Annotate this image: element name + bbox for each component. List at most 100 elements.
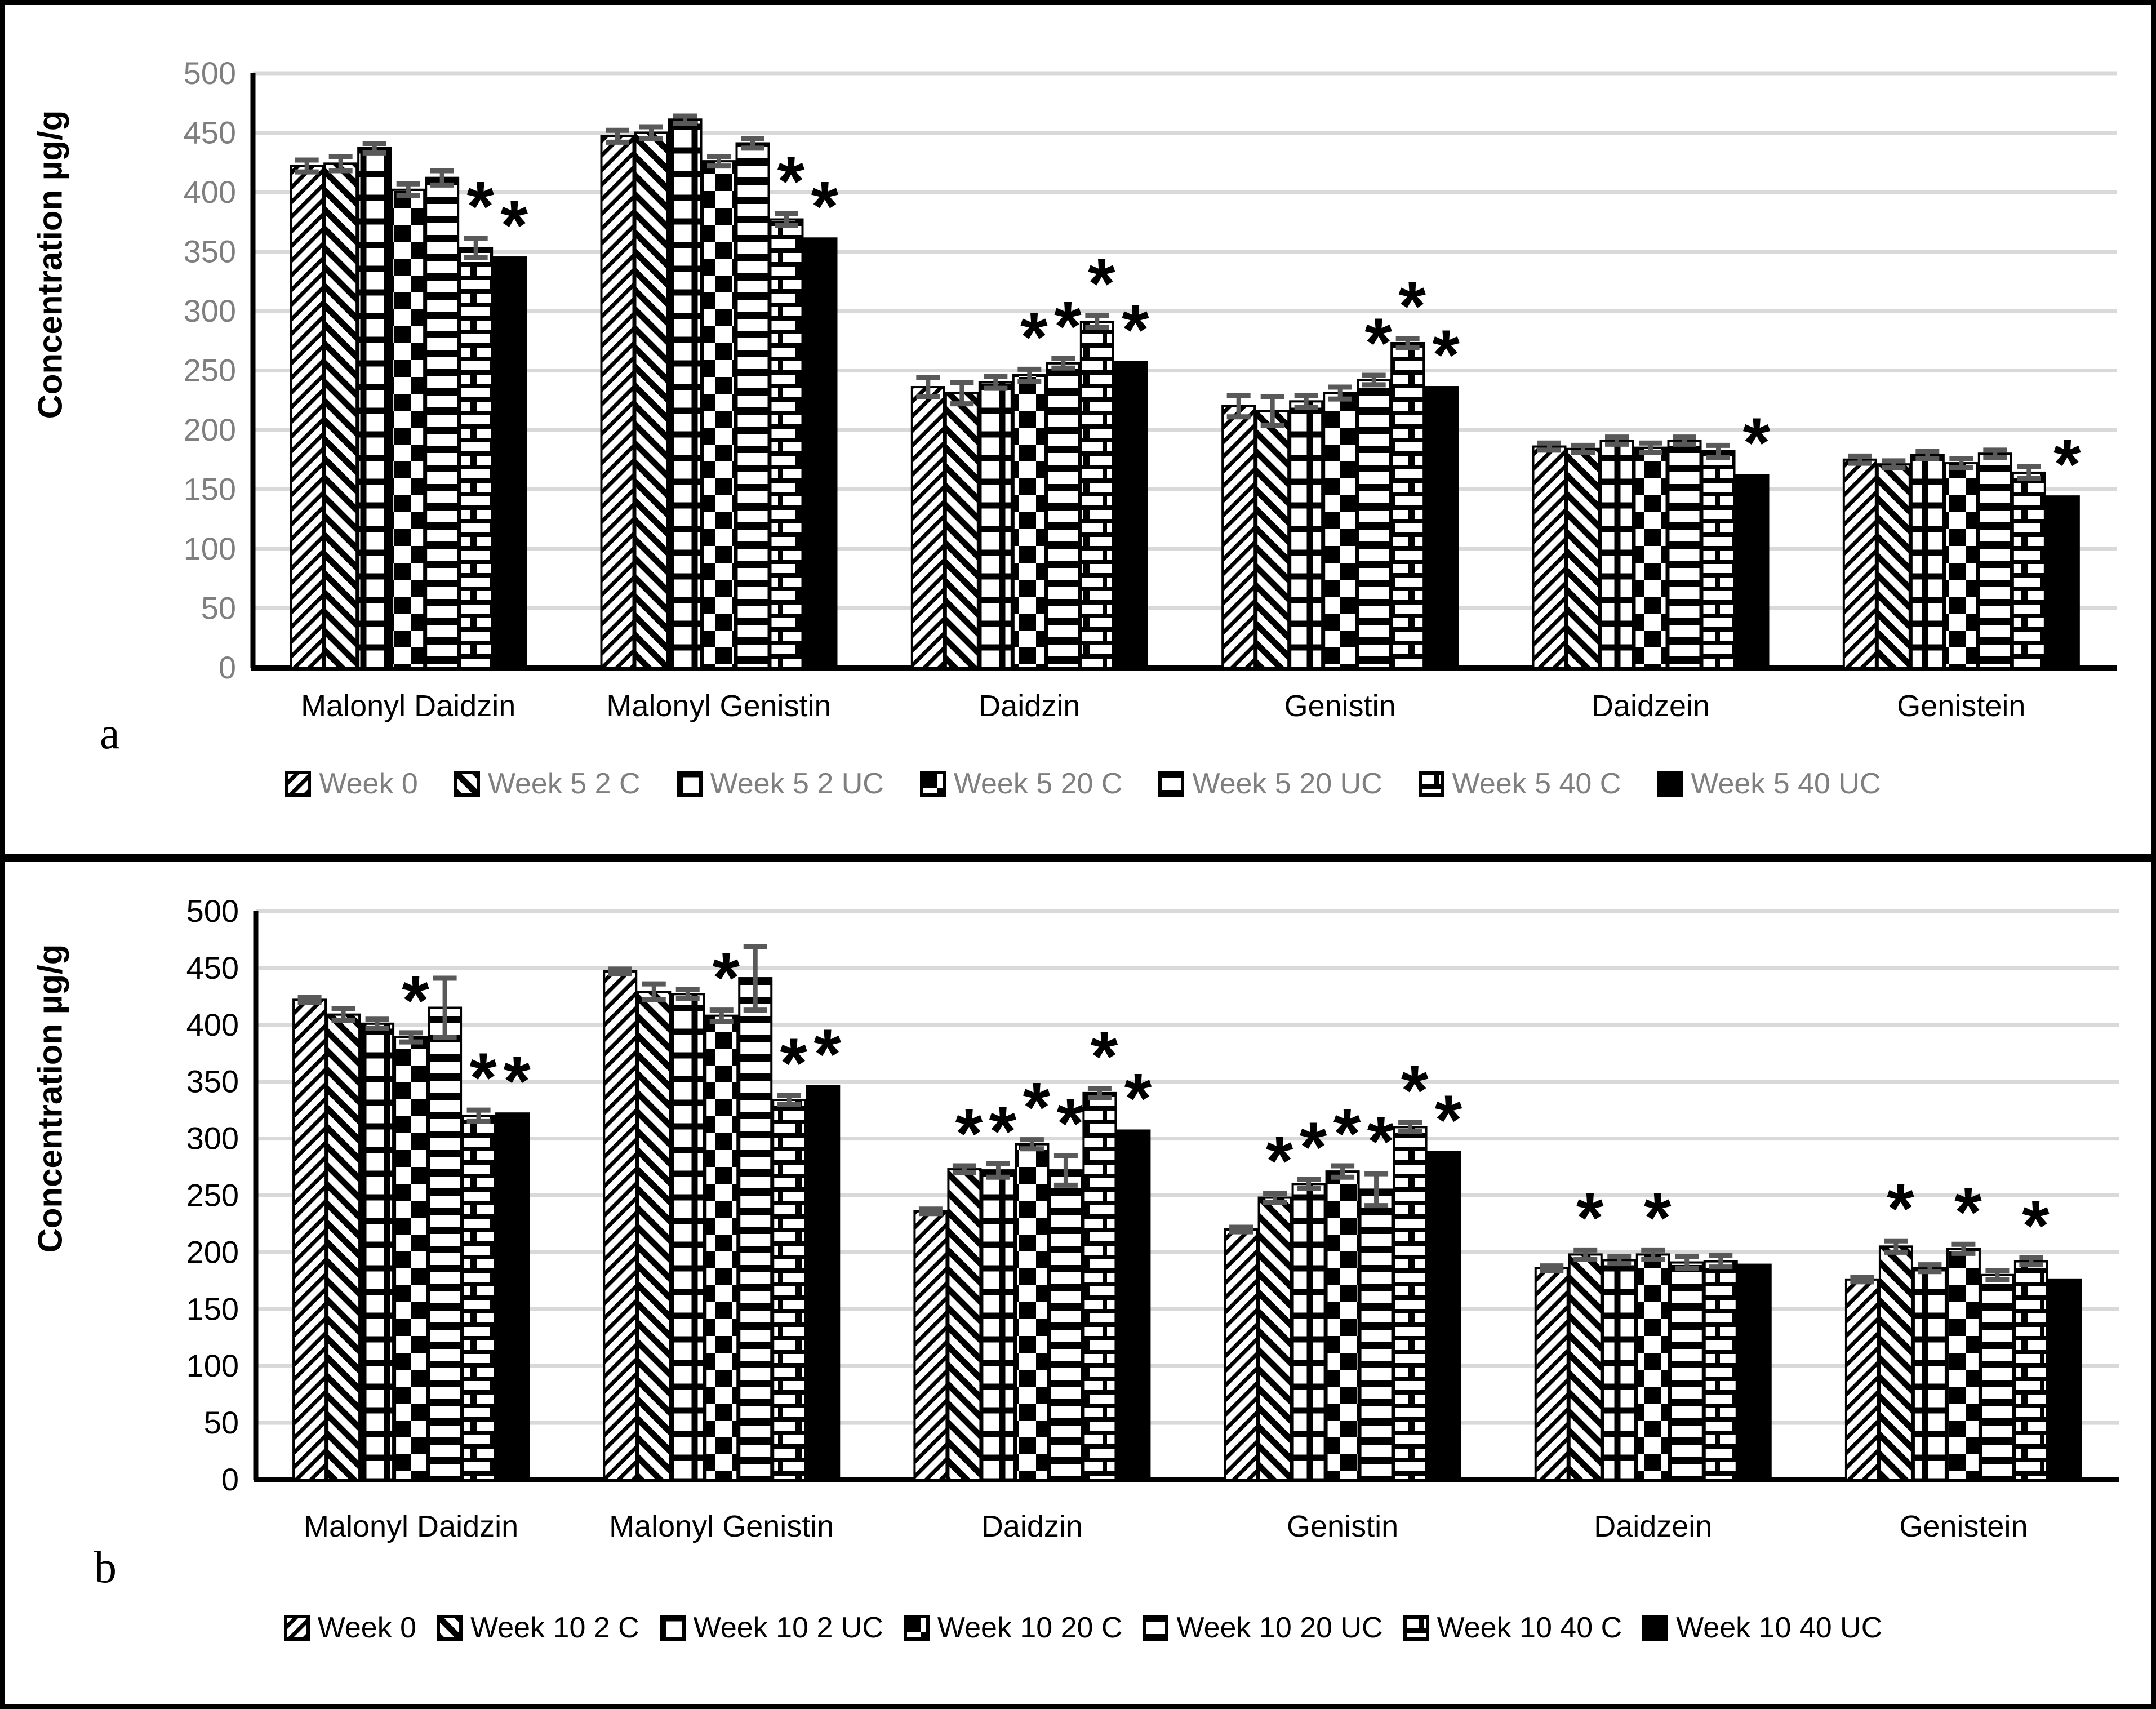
bar (1325, 1170, 1360, 1481)
significance-asterisk: * (1054, 287, 1082, 366)
bar (1424, 386, 1459, 669)
legend-label: Week 5 20 C (953, 767, 1123, 800)
bar (1844, 1278, 1879, 1481)
bar (1532, 445, 1567, 669)
x-category-label: Malonyl Genistin (606, 689, 831, 723)
significance-asterisk: * (1401, 1051, 1429, 1130)
y-tick-label: 450 (186, 950, 239, 986)
legend-item: Week 10 40 C (1403, 1611, 1622, 1645)
significance-asterisk: * (1644, 1179, 1672, 1257)
legend-swatch-icon (1143, 1615, 1169, 1641)
panel-b-legend: Week 0 Week 10 2 C Week 10 2 UC Week 10 20 … (5, 1611, 2151, 1645)
significance-asterisk: * (1333, 1095, 1361, 1173)
bar (803, 237, 838, 669)
legend-label: Week 5 40 C (1452, 767, 1621, 800)
legend-item: Week 0 (285, 767, 418, 801)
x-category-label: Daidzin (979, 689, 1080, 723)
legend-item: Week 10 20 UC (1143, 1611, 1383, 1645)
bar (461, 1115, 496, 1481)
bar (603, 970, 638, 1481)
legend-swatch-icon (1642, 1615, 1669, 1641)
y-tick-label: 150 (184, 472, 236, 507)
bar (600, 135, 635, 669)
legend-item: Week 0 (283, 1611, 417, 1645)
y-tick-label: 0 (221, 1462, 239, 1497)
legend-label: Week 10 40 UC (1676, 1612, 1883, 1644)
legend-swatch-icon (919, 771, 946, 797)
x-category-label: Malonyl Genistin (609, 1510, 834, 1543)
legend-label: Week 10 20 C (937, 1612, 1123, 1644)
panel-divider (5, 854, 2151, 862)
bar (492, 256, 527, 669)
significance-asterisk: * (1091, 1018, 1118, 1096)
bar (1357, 379, 1392, 669)
bar (1568, 1253, 1603, 1481)
legend-label: Week 10 40 C (1437, 1612, 1622, 1644)
significance-asterisk: * (2053, 425, 2081, 504)
bar (1426, 1151, 1461, 1481)
significance-asterisk: * (500, 187, 528, 265)
bar (772, 1098, 807, 1481)
legend-item: Week 5 2 C (454, 767, 641, 801)
bar (944, 392, 979, 669)
legend-swatch-icon (1657, 771, 1683, 797)
legend-swatch-icon (659, 1615, 686, 1641)
bar (981, 1169, 1016, 1481)
x-category-label: Malonyl Daidzin (304, 1510, 518, 1543)
bar (668, 118, 703, 669)
significance-asterisk: * (813, 1015, 841, 1094)
legend-label: Week 5 2 C (487, 767, 641, 800)
legend-item: Week 5 20 C (919, 767, 1123, 801)
y-tick-label: 100 (186, 1348, 239, 1383)
legend-swatch-icon (283, 1615, 310, 1641)
y-tick-label: 450 (184, 115, 236, 150)
bar (1291, 1183, 1326, 1481)
significance-asterisk: * (1088, 245, 1115, 323)
significance-asterisk: * (1432, 316, 1460, 394)
legend-swatch-icon (1418, 771, 1444, 797)
bar (1113, 361, 1148, 669)
y-tick-label: 300 (186, 1121, 239, 1156)
bar (1566, 447, 1601, 669)
panel-a-label: a (100, 709, 120, 758)
bar (1910, 454, 1945, 669)
bar (1323, 392, 1358, 669)
bar (2011, 471, 2046, 669)
bar (2013, 1260, 2048, 1481)
legend-swatch-icon (454, 771, 480, 797)
bar (1534, 1267, 1569, 1481)
bar (360, 1022, 395, 1481)
y-tick-label: 0 (219, 650, 236, 685)
bar (1012, 374, 1047, 669)
bar (1048, 1169, 1083, 1481)
bar (1046, 362, 1081, 669)
y-tick-label: 50 (201, 591, 236, 626)
bar (978, 381, 1013, 669)
legend-label: Week 5 2 UC (710, 767, 884, 800)
significance-asterisk: * (469, 1039, 497, 1117)
legend-swatch-icon (676, 771, 703, 797)
bar (459, 247, 494, 669)
y-tick-label: 250 (186, 1178, 239, 1213)
y-tick-label: 150 (186, 1291, 239, 1326)
bar (1359, 1188, 1394, 1481)
significance-asterisk: * (1435, 1081, 1462, 1160)
bar (910, 386, 945, 669)
legend-label: Week 5 20 UC (1192, 767, 1382, 800)
significance-asterisk: * (402, 962, 429, 1040)
bar (704, 1014, 739, 1481)
y-tick-label: 100 (184, 531, 236, 566)
significance-asterisk: * (1367, 1103, 1395, 1181)
legend-item: Week 10 40 UC (1642, 1611, 1882, 1645)
legend-label: Week 0 (317, 1612, 417, 1644)
x-category-label: Genistein (1897, 689, 2025, 723)
x-category-label: Malonyl Daidzin (301, 689, 515, 723)
bar (1701, 450, 1736, 669)
bar (1703, 1260, 1738, 1481)
significance-asterisk: * (466, 167, 494, 246)
significance-asterisk: * (811, 167, 839, 246)
bar (1737, 1263, 1772, 1481)
y-tick-label: 500 (184, 55, 236, 91)
y-tick-label: 500 (186, 893, 239, 929)
